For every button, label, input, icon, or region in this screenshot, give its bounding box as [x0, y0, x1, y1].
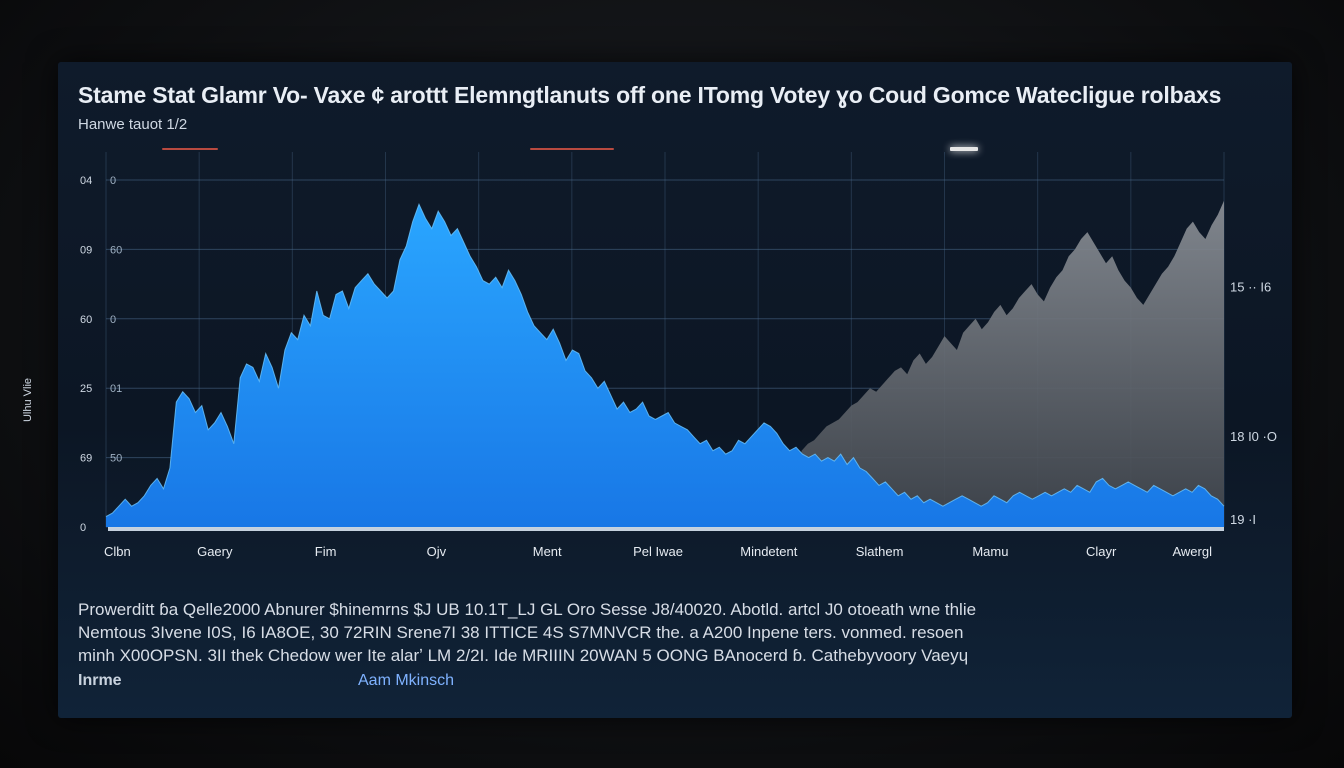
series-area-1 [106, 200, 1224, 528]
right-axis-ticks: 15 ·· I6 18 I0 ·O 19 ·I [1230, 280, 1277, 527]
chart-panel: Stame Stat Glamr Vo- Vaxe ¢ arottt Elemn… [58, 62, 1292, 718]
left-tick-outer-3: 25 [80, 383, 92, 395]
x-tick-label-7: Slathem [856, 544, 904, 559]
left-tick-outer-1: 09 [80, 244, 92, 256]
right-tick-2: 19 ·I [1230, 512, 1256, 527]
x-tick-label-8: Mamu [972, 544, 1008, 559]
note-line-3: minh X00OPSN. 3II thek Chedow wer Ite al… [78, 646, 969, 665]
footer-label: Inrme [78, 672, 122, 689]
legend-marker-glow [950, 147, 978, 151]
left-tick-inner-3: 01 [110, 383, 122, 395]
chart-title: Stame Stat Glamr Vo- Vaxe ¢ arottt Elemn… [78, 82, 1222, 108]
x-axis-labels: Clbn Gaery Fim Ojv Ment Pel Iwae Mindetent Slat… [104, 544, 1212, 559]
x-tick-label-9: Clayr [1086, 544, 1117, 559]
notes-block: Prowerditt ɓa Qelle2000 Abnurer $hinemrn… [78, 598, 1278, 667]
x-tick-label-6: Mindetent [740, 544, 797, 559]
x-tick-label-3: Ojv [427, 544, 447, 559]
left-tick-inner-4: 50 [110, 453, 122, 465]
left-tick-outer-4: 69 [80, 453, 92, 465]
left-tick-outer-2: 60 [80, 314, 92, 326]
y-axis-label: Ulhu Vlie [22, 377, 34, 423]
left-tick-inner-2: 0 [110, 314, 116, 326]
left-tick-outer-0: 04 [80, 175, 92, 187]
series-area-0 [106, 204, 1224, 528]
left-tick-outer-5: 0 [80, 522, 86, 534]
legend-marker-red-2 [530, 148, 614, 150]
legend-marker-red-1 [162, 148, 218, 150]
x-axis-baseline [108, 527, 1224, 531]
left-tick-inner-0: 0 [110, 175, 116, 187]
left-tick-inner-1: 60 [110, 244, 122, 256]
area-chart: 04 0 09 60 60 0 25 01 69 50 0 15 ·· I6 18 I0 ·O 19 ·… [80, 152, 1277, 559]
x-tick-label-2: Fim [315, 544, 337, 559]
x-tick-label-10: Awergl [1172, 544, 1212, 559]
footer-author-link[interactable]: Aam Mkinsch [358, 672, 455, 689]
right-tick-0: 15 ·· I6 [1230, 280, 1271, 295]
x-tick-label-4: Ment [533, 544, 562, 559]
note-line-1: Prowerditt ɓa Qelle2000 Abnurer $hinemrn… [78, 600, 977, 619]
note-line-2: Nemtous 3Ivene I0S, I6 IA8OE, 30 72RIN S… [78, 623, 964, 642]
series-line-0 [105, 202, 1225, 518]
series-layer [105, 200, 1225, 528]
left-axis-ticks: 04 0 09 60 60 0 25 01 69 50 0 [80, 175, 122, 534]
right-tick-1: 18 I0 ·O [1230, 429, 1277, 444]
x-tick-label-1: Gaery [197, 544, 233, 559]
x-tick-label-0: Clbn [104, 544, 131, 559]
x-tick-label-5: Pel Iwae [633, 544, 683, 559]
chart-subtitle: Hanwe tauot 1/2 [78, 116, 188, 133]
